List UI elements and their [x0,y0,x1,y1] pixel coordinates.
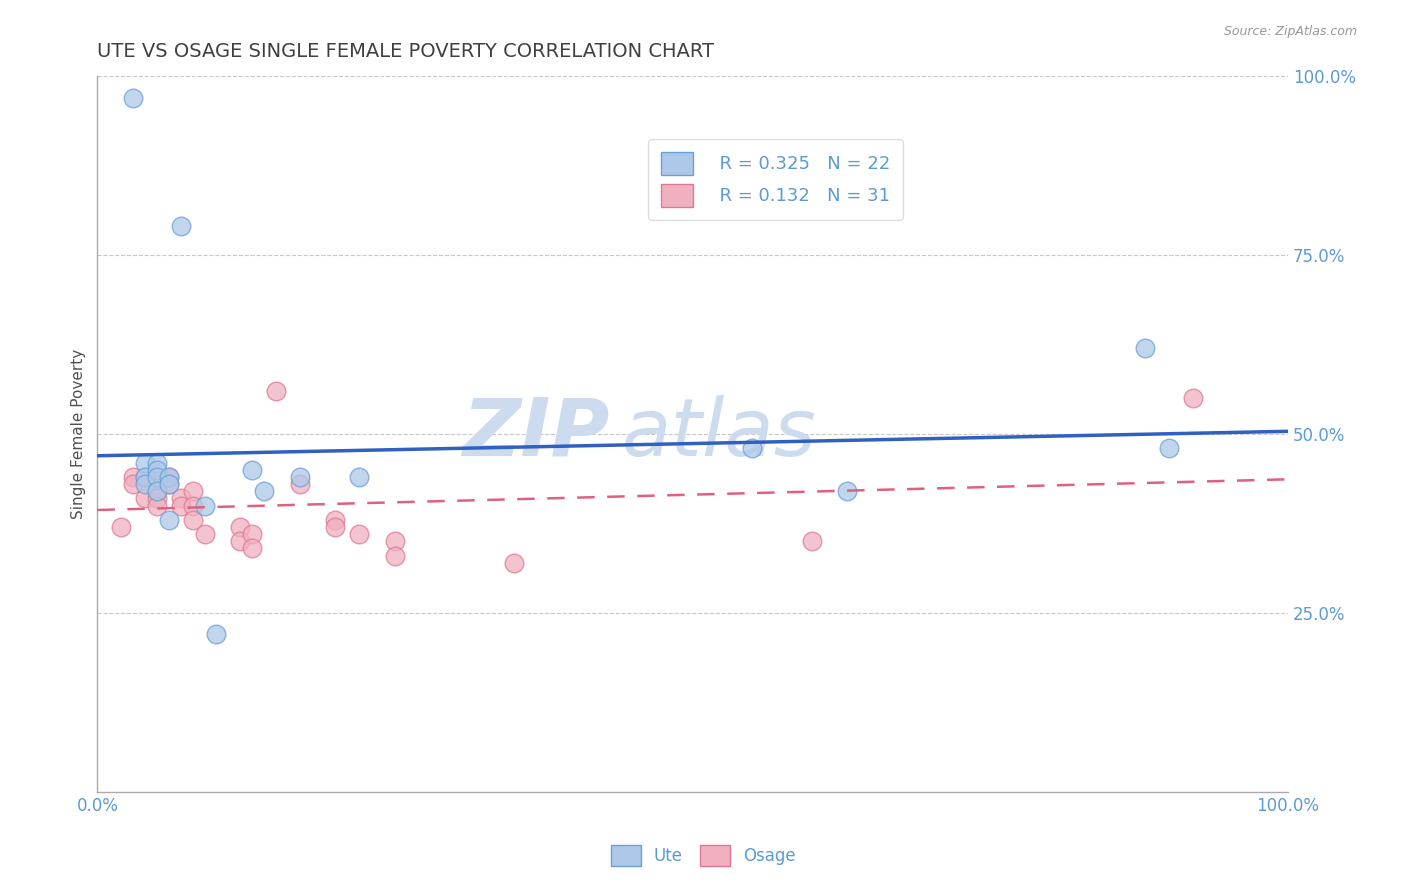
Point [384,549,406,563]
Point [146,463,169,477]
Point [288,470,311,484]
Text: Source: ZipAtlas.com: Source: ZipAtlas.com [1223,25,1357,38]
Point [146,484,169,499]
Point [349,527,371,541]
Point [181,499,204,513]
Point [1181,391,1204,405]
Text: atlas: atlas [621,395,815,473]
Point [146,477,169,491]
Point [157,477,180,491]
Point [157,513,180,527]
Point [122,90,145,104]
Point [1133,341,1156,355]
Point [146,491,169,506]
Point [349,470,371,484]
Text: UTE VS OSAGE SINGLE FEMALE POVERTY CORRELATION CHART: UTE VS OSAGE SINGLE FEMALE POVERTY CORRE… [97,42,714,61]
Text: ZIP: ZIP [463,395,609,473]
Legend:   R = 0.325   N = 22,   R = 0.132   N = 31: R = 0.325 N = 22, R = 0.132 N = 31 [648,139,903,219]
Point [837,484,859,499]
Y-axis label: Single Female Poverty: Single Female Poverty [72,349,86,519]
Point [240,463,263,477]
Point [157,470,180,484]
Point [325,520,347,534]
Point [325,513,347,527]
Point [134,491,156,506]
Point [170,499,193,513]
Point [146,499,169,513]
Point [134,477,156,491]
Point [157,477,180,491]
Point [193,499,215,513]
Point [110,520,132,534]
Point [181,513,204,527]
Point [253,484,276,499]
Point [240,527,263,541]
Point [134,470,156,484]
Point [146,456,169,470]
Point [134,456,156,470]
Point [122,470,145,484]
Point [193,527,215,541]
Point [229,520,252,534]
Point [146,484,169,499]
Point [1157,442,1180,456]
Point [146,470,169,484]
Point [800,534,823,549]
Point [170,491,193,506]
Point [288,477,311,491]
Point [503,556,526,570]
Point [122,477,145,491]
Point [205,627,228,641]
Point [240,541,263,556]
Point [134,470,156,484]
Point [384,534,406,549]
Point [170,219,193,234]
Legend: Ute, Osage: Ute, Osage [603,838,803,873]
Point [741,442,763,456]
Point [157,470,180,484]
Point [229,534,252,549]
Point [181,484,204,499]
Point [264,384,287,398]
